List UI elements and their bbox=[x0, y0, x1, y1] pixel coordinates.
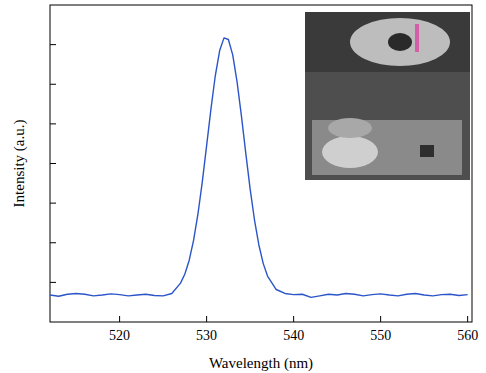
inset-disc bbox=[350, 18, 450, 66]
plot-frame bbox=[50, 5, 472, 322]
y-tick bbox=[50, 242, 56, 243]
x-tick bbox=[380, 316, 381, 322]
x-tick bbox=[293, 316, 294, 322]
y-tick bbox=[50, 203, 56, 204]
x-tick bbox=[467, 316, 468, 322]
inset-ground bbox=[305, 12, 470, 180]
x-tick bbox=[206, 316, 207, 322]
x-tick-label: 540 bbox=[283, 328, 304, 343]
inset-block bbox=[420, 145, 434, 157]
chart: 520 530 540 550 560 Wavelength (nm) Intensity … bbox=[0, 0, 486, 373]
inset-lens-top bbox=[328, 118, 372, 138]
y-tick bbox=[50, 44, 56, 45]
x-axis-title: Wavelength (nm) bbox=[209, 355, 313, 372]
inset-spot bbox=[415, 24, 419, 52]
plot-area bbox=[50, 38, 468, 298]
spectrum-line bbox=[50, 38, 468, 298]
x-tick bbox=[119, 316, 120, 322]
y-axis-title: Intensity (a.u.) bbox=[11, 120, 28, 208]
y-tick bbox=[50, 123, 56, 124]
inset-shade bbox=[305, 12, 470, 72]
y-tick bbox=[50, 84, 56, 85]
inset-lens bbox=[322, 136, 378, 168]
x-tick-label: 530 bbox=[196, 328, 217, 343]
y-tick bbox=[50, 282, 56, 283]
y-tick bbox=[50, 163, 56, 164]
inset-photo bbox=[305, 12, 470, 180]
x-tick-label: 550 bbox=[370, 328, 391, 343]
inset-hole bbox=[388, 33, 412, 51]
x-tick-label: 520 bbox=[109, 328, 130, 343]
x-tick-label: 560 bbox=[457, 328, 478, 343]
